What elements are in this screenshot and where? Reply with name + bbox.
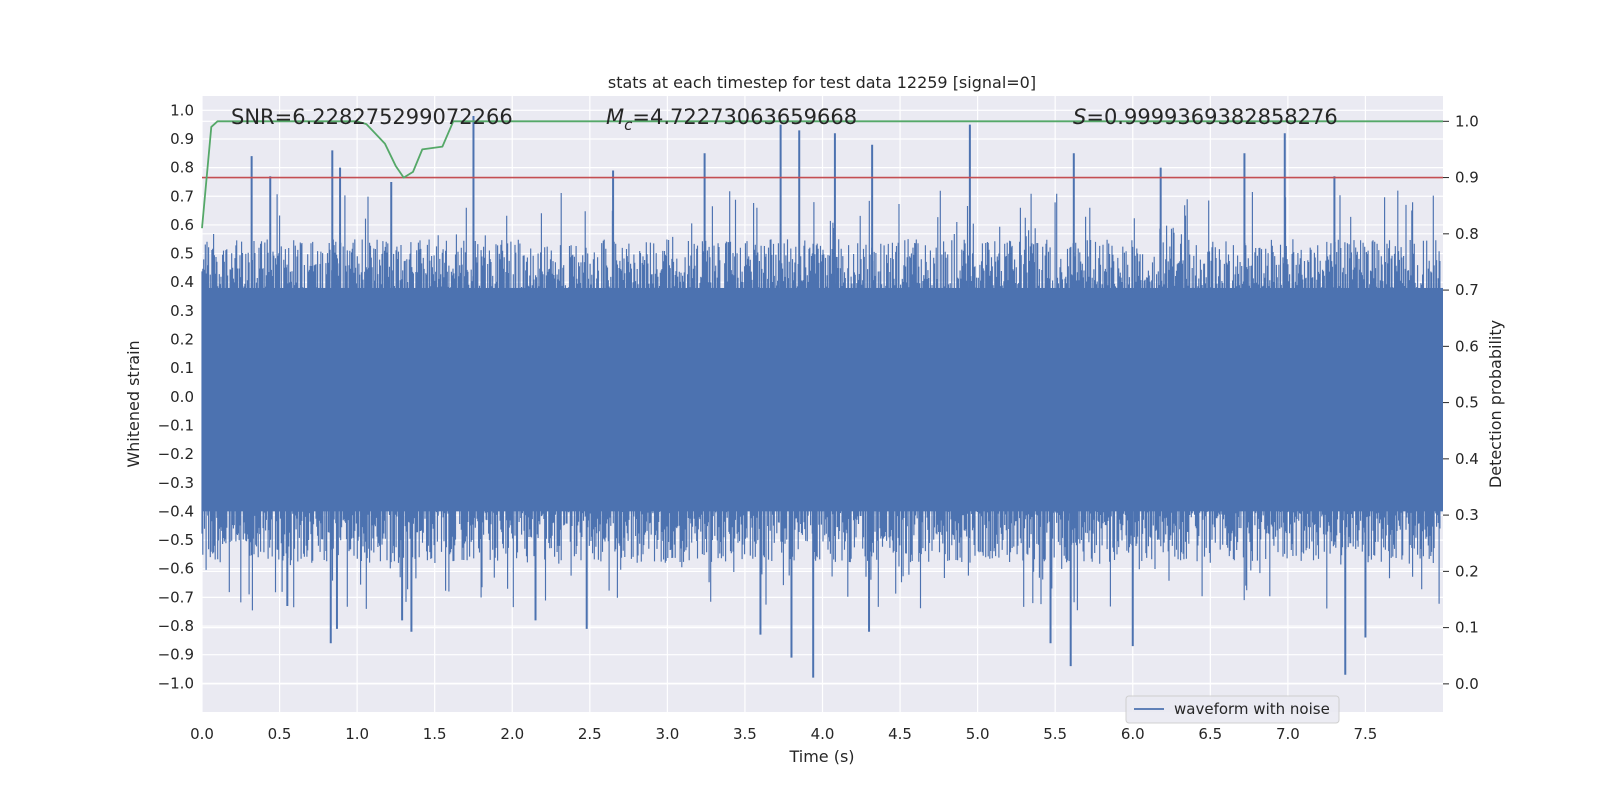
chirp-mass-symbol: M [606,105,624,129]
legend: waveform with noise [1125,695,1340,724]
y-tick-label: 0.2 [170,331,194,349]
x-tick-label: 5.5 [1043,725,1067,743]
y-tick-label: 0.3 [170,302,194,320]
y-tick-label: 0.5 [170,245,194,263]
x-tick-label: 6.0 [1121,725,1145,743]
x-tick-label: 7.0 [1276,725,1300,743]
detection-probability-line [201,120,1443,229]
y-tick-label: 0.1 [170,359,194,377]
y2-tick-label: 0.9 [1455,169,1479,187]
y2-tick-label: 0.0 [1455,675,1479,693]
y-tick-label: −0.4 [158,502,194,520]
y2-tick-label: 0.6 [1455,337,1479,355]
y2-tick-label: 1.0 [1455,112,1479,130]
y-tick-label: 0.7 [170,187,194,205]
y2-tick-label: 0.3 [1455,506,1479,524]
y-tick-label: −1.0 [158,674,194,692]
y2-tick-label: 0.7 [1455,281,1479,299]
probability-lines [201,120,1443,229]
s-symbol: S [1073,105,1086,129]
y-tick-label: 1.0 [170,101,194,119]
legend-label: waveform with noise [1174,700,1330,718]
y-tick-label: −0.7 [158,588,194,606]
y-tick-label: −0.6 [158,560,194,578]
x-axis-ticks: 0.0 0.5 1.0 1.5 2.0 2.5 3.0 3.5 4.0 4.5 5.0 5.5 6.0 6… [190,725,1377,743]
x-tick-label: 4.5 [888,725,912,743]
chirp-mass-value: =4.72273063659668 [632,105,857,129]
chirp-mass-subscript: c [624,116,633,134]
waveform-series [201,116,1443,678]
y-tick-label: −0.3 [158,474,194,492]
y-tick-label: −0.8 [158,617,194,635]
x-tick-label: 0.0 [190,725,214,743]
y2-tick-label: 0.1 [1455,619,1479,637]
chirp-mass-annotation: Mc=4.72273063659668 [606,105,857,134]
y2-tick-label: 0.5 [1455,394,1479,412]
y2-tick-label: 0.2 [1455,562,1479,580]
y2-tick-label: 0.4 [1455,450,1479,468]
x-tick-label: 5.0 [966,725,990,743]
y-tick-label: 0.0 [170,388,194,406]
y-axis-ticks: 1.0 0.9 0.8 0.7 0.6 0.5 0.4 0.3 0.2 0.1 0.0 −0.1 −0.… [158,101,194,692]
x-tick-label: 6.5 [1198,725,1222,743]
snr-annotation: SNR=6.228275299072266 [231,105,513,129]
y2-tick-label: 0.8 [1455,225,1479,243]
y-tick-label: 0.9 [170,130,194,148]
chart-title: stats at each timestep for test data 122… [608,73,1036,92]
y-tick-label: −0.5 [158,531,194,549]
y-tick-label: 0.6 [170,216,194,234]
y-tick-label: 0.8 [170,159,194,177]
waveform-core-band [202,287,1443,512]
y2-axis-label: Detection probability [1486,320,1505,488]
x-axis-label: Time (s) [788,747,854,766]
y-tick-label: −0.2 [158,445,194,463]
s-value: =0.9999369382858276 [1086,105,1337,129]
y-tick-label: −0.1 [158,416,194,434]
y-axis-label: Whitened strain [124,340,143,467]
x-tick-label: 4.0 [811,725,835,743]
y2-axis-ticks: 1.0 0.9 0.8 0.7 0.6 0.5 0.4 0.3 0.2 0.1 0.0 [1443,112,1479,693]
x-tick-label: 1.0 [345,725,369,743]
x-tick-label: 3.5 [733,725,757,743]
x-tick-label: 2.0 [500,725,524,743]
x-tick-label: 0.5 [268,725,292,743]
legend-box [1125,695,1340,724]
x-tick-label: 3.0 [655,725,679,743]
x-tick-label: 2.5 [578,725,602,743]
x-tick-label: 7.5 [1354,725,1378,743]
x-tick-label: 1.5 [423,725,447,743]
y-tick-label: −0.9 [158,646,194,664]
y-tick-label: 0.4 [170,273,194,291]
s-annotation: S=0.9999369382858276 [1073,105,1338,129]
